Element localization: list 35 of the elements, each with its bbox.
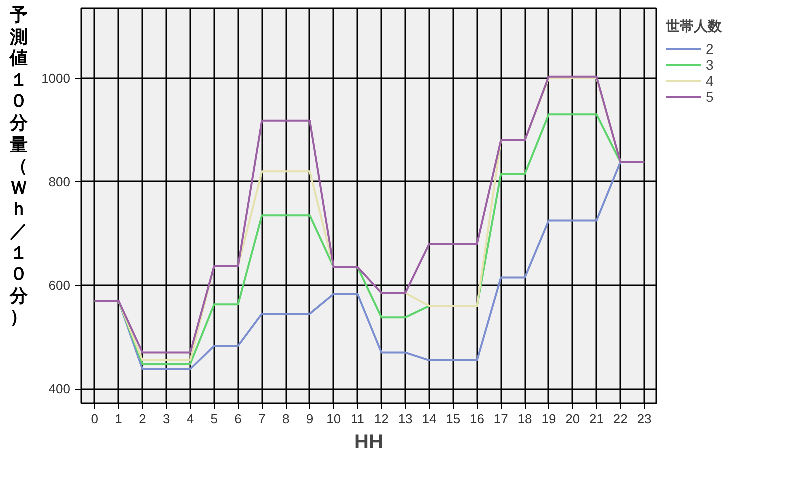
legend-label: 2 xyxy=(706,41,715,57)
y-tick-label: 400 xyxy=(48,382,71,397)
x-tick-label: 12 xyxy=(374,412,389,426)
x-tick-label: 14 xyxy=(422,412,437,426)
y-tick-label: 800 xyxy=(48,174,71,190)
x-tick-label: 6 xyxy=(234,412,242,426)
x-tick-label: 11 xyxy=(351,412,365,426)
x-tick-label: 20 xyxy=(566,412,580,426)
y-tick-label: 1000 xyxy=(42,70,70,86)
x-tick-label: 13 xyxy=(398,412,413,426)
x-tick-label: 17 xyxy=(494,412,508,426)
x-tick-label: 19 xyxy=(542,412,556,426)
x-tick-label: 5 xyxy=(210,412,218,426)
x-tick-label: 8 xyxy=(282,412,290,426)
x-tick-label: 7 xyxy=(258,412,266,426)
x-tick-label: 4 xyxy=(186,412,194,426)
x-tick-label: 23 xyxy=(637,412,652,426)
legend-label: 4 xyxy=(706,73,715,89)
legend-label: 5 xyxy=(706,89,715,105)
x-tick-label: 21 xyxy=(590,412,604,426)
x-tick-label: 15 xyxy=(446,412,461,426)
x-tick-label: 3 xyxy=(162,412,170,426)
x-tick-label: 10 xyxy=(326,412,342,426)
text: 予測値１０分量（Ｗｈ／１０分） xyxy=(10,5,28,328)
x-tick-label: 2 xyxy=(139,412,146,426)
legend-label: 3 xyxy=(706,57,715,73)
x-tick-label: 9 xyxy=(306,412,314,426)
x-axis-title: HH xyxy=(354,432,384,454)
x-tick-label: 18 xyxy=(518,412,532,426)
x-tick-label: 1 xyxy=(115,412,122,426)
x-tick-label: 0 xyxy=(91,412,99,426)
x-tick-label: 16 xyxy=(470,412,484,426)
y-tick-label: 600 xyxy=(48,278,71,293)
legend-title: 世帯人数 xyxy=(666,18,723,36)
x-tick-label: 22 xyxy=(613,412,628,426)
